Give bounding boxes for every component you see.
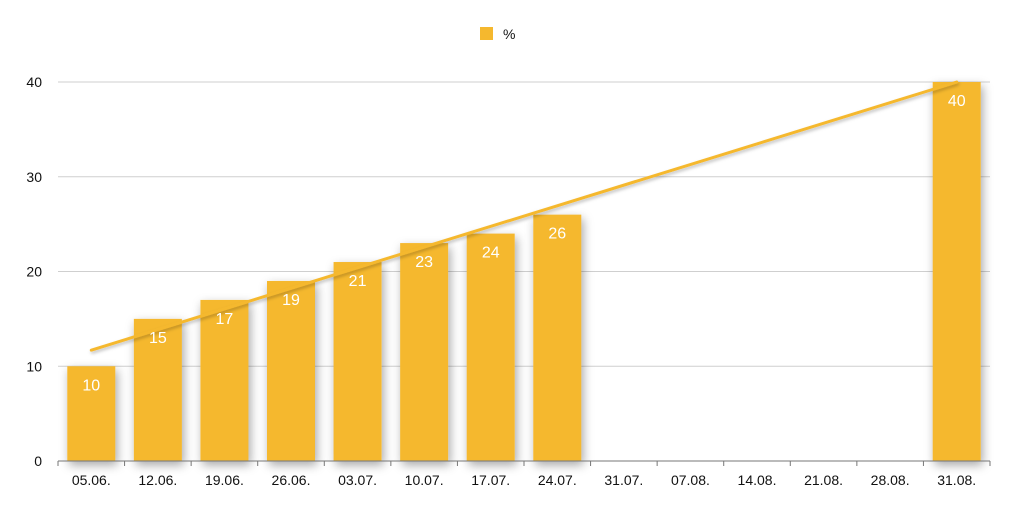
x-tick-label: 05.06. <box>72 472 111 488</box>
x-tick-label: 24.07. <box>538 472 577 488</box>
legend-swatch <box>480 27 493 40</box>
data-label: 23 <box>415 254 433 271</box>
y-tick-label: 40 <box>26 74 42 90</box>
x-tick-label: 12.06. <box>138 472 177 488</box>
bar <box>932 82 981 461</box>
x-tick-label: 17.07. <box>471 472 510 488</box>
y-tick-label: 0 <box>34 453 42 469</box>
bar <box>466 233 515 461</box>
x-tick-label: 31.07. <box>604 472 643 488</box>
x-tick-label: 19.06. <box>205 472 244 488</box>
bar <box>267 280 315 461</box>
data-label: 40 <box>948 93 966 110</box>
legend-label: % <box>503 26 515 42</box>
y-tick-label: 10 <box>26 358 42 374</box>
data-label: 10 <box>82 377 100 394</box>
trendline <box>89 80 959 352</box>
x-tick-label: 28.08. <box>871 472 910 488</box>
data-label: 21 <box>349 273 367 290</box>
x-tick-label: 21.08. <box>804 472 843 488</box>
axis-layer: 0 10 20 30 40 05.06. 12.06. 19.06. 26.06. 03.07. 1… <box>26 74 991 488</box>
x-tick-label: 07.08. <box>671 472 710 488</box>
data-labels-layer: 10 15 17 19 21 23 24 26 40 <box>82 93 965 394</box>
y-tick-label: 20 <box>26 264 42 280</box>
data-label: 24 <box>482 245 500 262</box>
x-tick-label: 03.07. <box>338 472 377 488</box>
x-tick-label: 26.06. <box>272 472 311 488</box>
bar <box>333 262 382 461</box>
bar <box>67 366 116 461</box>
data-label: 19 <box>282 292 300 309</box>
x-tick-label: 14.08. <box>738 472 777 488</box>
bars-layer <box>67 82 981 461</box>
bar <box>200 299 249 461</box>
trendline-layer <box>89 80 959 352</box>
data-label: 26 <box>548 226 566 243</box>
data-label: 17 <box>216 311 234 328</box>
legend: % <box>480 26 515 42</box>
y-tick-label: 30 <box>26 169 42 185</box>
bar <box>400 243 449 461</box>
bar <box>533 214 582 461</box>
x-tick-label: 31.08. <box>937 472 976 488</box>
data-label: 15 <box>149 330 167 347</box>
grid-layer <box>58 81 990 367</box>
x-tick-label: 10.07. <box>405 472 444 488</box>
bar <box>133 318 182 461</box>
